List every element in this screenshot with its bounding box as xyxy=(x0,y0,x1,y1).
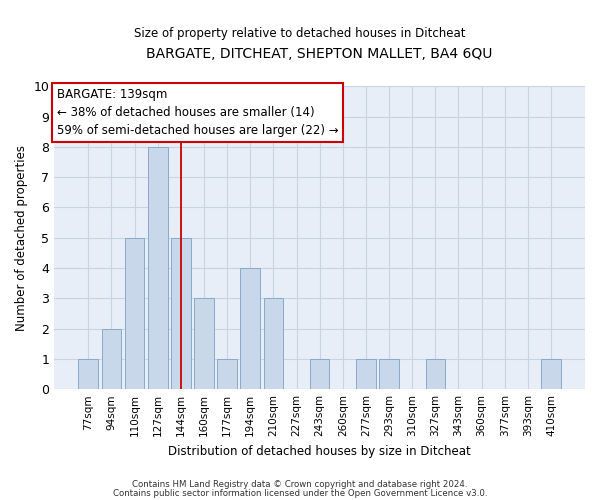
Title: BARGATE, DITCHEAT, SHEPTON MALLET, BA4 6QU: BARGATE, DITCHEAT, SHEPTON MALLET, BA4 6… xyxy=(146,48,493,62)
Bar xyxy=(125,238,145,389)
Text: Contains HM Land Registry data © Crown copyright and database right 2024.: Contains HM Land Registry data © Crown c… xyxy=(132,480,468,489)
Bar xyxy=(101,328,121,389)
Bar xyxy=(171,238,191,389)
Bar xyxy=(263,298,283,389)
Bar xyxy=(379,359,399,389)
Bar xyxy=(310,359,329,389)
Bar xyxy=(425,359,445,389)
Text: BARGATE: 139sqm
← 38% of detached houses are smaller (14)
59% of semi-detached h: BARGATE: 139sqm ← 38% of detached houses… xyxy=(57,88,338,137)
Bar xyxy=(356,359,376,389)
Bar xyxy=(217,359,237,389)
Bar xyxy=(79,359,98,389)
Y-axis label: Number of detached properties: Number of detached properties xyxy=(15,144,28,330)
Text: Contains public sector information licensed under the Open Government Licence v3: Contains public sector information licen… xyxy=(113,488,487,498)
Text: Size of property relative to detached houses in Ditcheat: Size of property relative to detached ho… xyxy=(134,28,466,40)
Bar xyxy=(241,268,260,389)
Bar xyxy=(541,359,561,389)
Bar xyxy=(194,298,214,389)
X-axis label: Distribution of detached houses by size in Ditcheat: Distribution of detached houses by size … xyxy=(168,444,471,458)
Bar xyxy=(148,147,167,389)
